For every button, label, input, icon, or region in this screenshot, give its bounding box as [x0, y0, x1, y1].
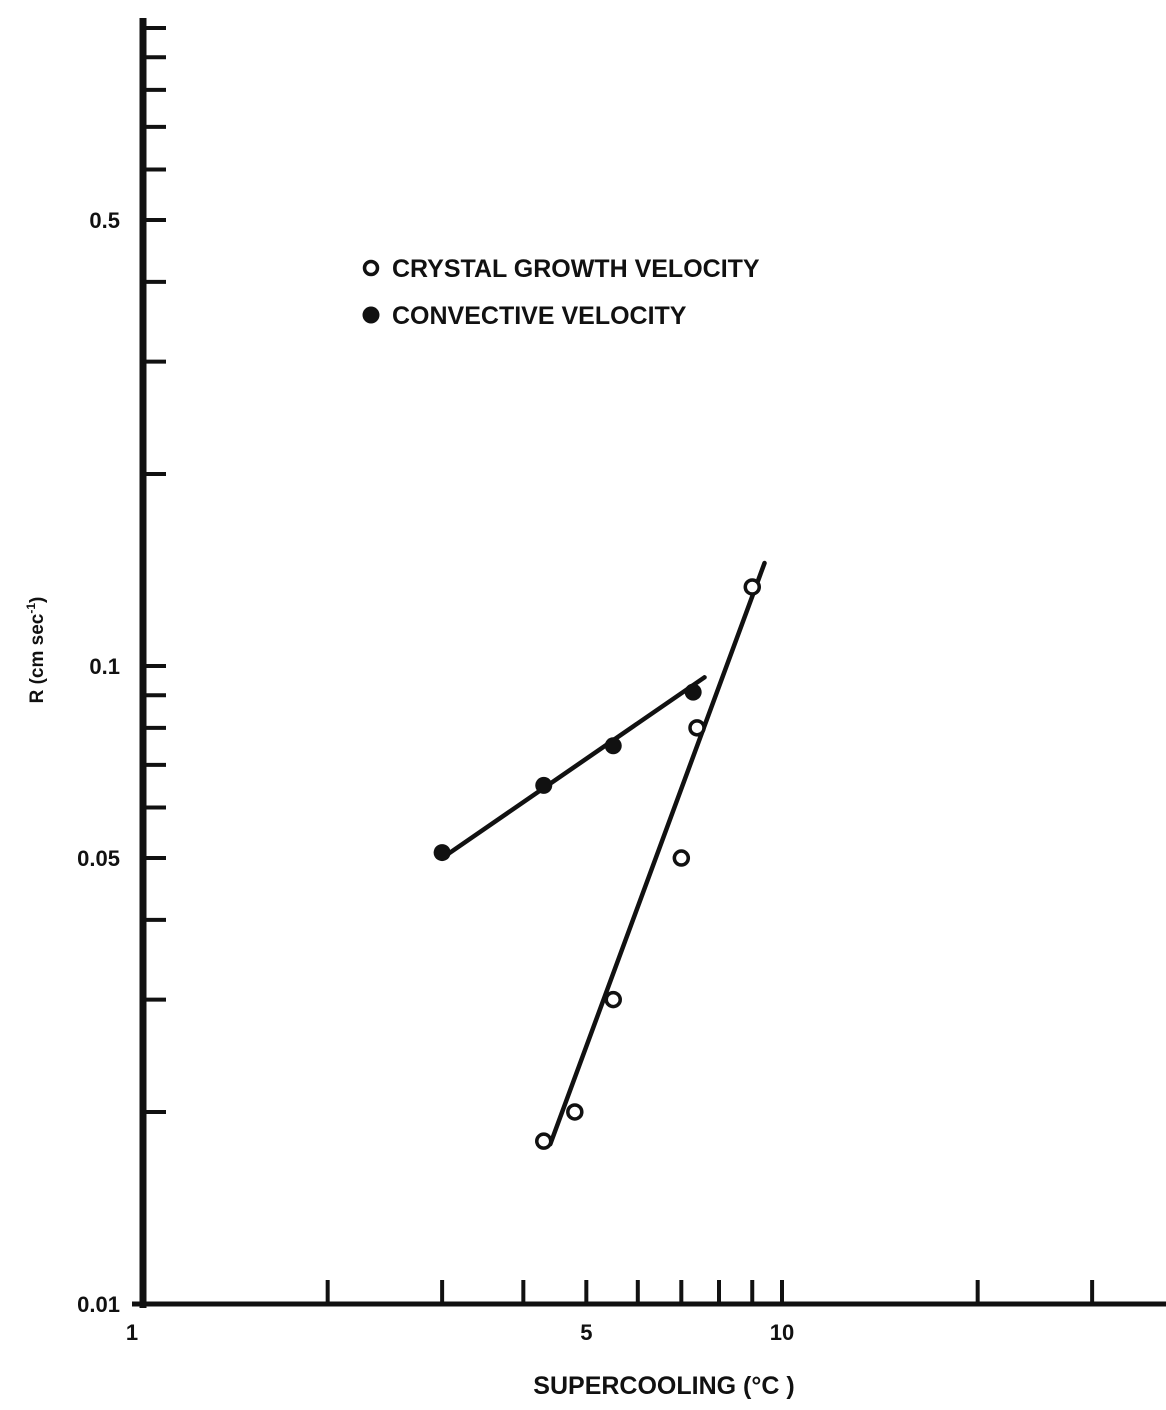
x-tick-labels: 1 5 10: [126, 1320, 794, 1345]
y-axis-label: R (cm sec-1): [24, 597, 48, 704]
convective-point: [684, 683, 702, 701]
crystal-growth-point: [535, 1132, 553, 1150]
x-tick-label: 1: [126, 1320, 138, 1345]
convective-point: [604, 737, 622, 755]
crystal-growth-point: [743, 578, 762, 596]
crystal-growth-fit-line: [547, 560, 767, 1147]
y-ticks: [143, 26, 166, 1114]
y-tick-labels: 0.01 0.05 0.1 0.5: [77, 208, 120, 1317]
convective-fit-line: [439, 675, 707, 861]
y-tick-label: 0.1: [89, 654, 120, 679]
crystal-growth-point: [604, 990, 622, 1009]
legend: CRYSTAL GROWTH VELOCITY CONVECTIVE VELOC…: [362, 255, 760, 330]
legend-filled-circle-icon: [362, 306, 380, 324]
x-tick-label: 10: [770, 1320, 794, 1345]
x-tick-label: 5: [580, 1320, 592, 1345]
legend-label-convective: CONVECTIVE VELOCITY: [392, 302, 687, 330]
legend-open-circle-icon: [362, 259, 380, 277]
y-tick-label: 0.5: [89, 208, 120, 233]
crystal-growth-point: [566, 1103, 584, 1121]
crystal-growth-point: [688, 719, 706, 737]
y-tick-label: 0.01: [77, 1292, 120, 1317]
x-ticks: [325, 1280, 1095, 1304]
axes: [132, 18, 1166, 1308]
data-markers: [433, 578, 762, 1150]
convective-point: [535, 776, 553, 794]
y-tick-label: 0.05: [77, 846, 120, 871]
convective-point: [433, 844, 451, 862]
x-axis-label: SUPERCOOLING (°C ): [533, 1372, 794, 1400]
legend-label-crystal-growth: CRYSTAL GROWTH VELOCITY: [392, 255, 760, 283]
crystal-growth-point: [672, 849, 691, 867]
fit-lines: [439, 560, 767, 1147]
